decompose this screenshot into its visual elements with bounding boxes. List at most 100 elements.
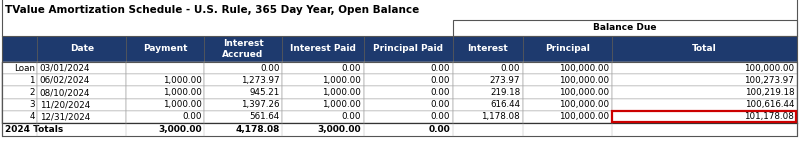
Bar [38, 36, 126, 62]
Bar [611, 36, 797, 62]
Text: 616.44: 616.44 [490, 100, 520, 109]
Text: 100,616.44: 100,616.44 [745, 100, 794, 109]
Text: Interest: Interest [467, 44, 508, 53]
Text: 945.21: 945.21 [249, 88, 280, 97]
Text: Interest Paid: Interest Paid [290, 44, 356, 53]
Bar [523, 36, 611, 62]
Bar [364, 86, 453, 99]
Text: 100,000.00: 100,000.00 [744, 64, 794, 73]
Bar [2, 111, 797, 123]
Text: 03/01/2024: 03/01/2024 [40, 64, 90, 73]
Bar [2, 36, 38, 62]
Text: 0.00: 0.00 [431, 64, 451, 73]
Bar [282, 111, 364, 123]
Bar [2, 62, 797, 74]
Text: 1,000.00: 1,000.00 [323, 76, 361, 85]
Bar [364, 99, 453, 111]
Bar [2, 123, 797, 136]
Text: 100,219.18: 100,219.18 [745, 88, 794, 97]
Bar [204, 62, 282, 74]
Text: Loan: Loan [14, 64, 35, 73]
Text: 1,397.26: 1,397.26 [241, 100, 280, 109]
Text: 3: 3 [30, 100, 35, 109]
Bar [2, 62, 797, 136]
Bar [38, 111, 126, 123]
Text: 0.00: 0.00 [431, 88, 451, 97]
Text: 1,273.97: 1,273.97 [241, 76, 280, 85]
Bar [2, 99, 797, 111]
Bar [611, 62, 797, 74]
Bar [2, 0, 797, 20]
Text: 2: 2 [30, 88, 35, 97]
Text: Interest
Accrued: Interest Accrued [222, 39, 264, 59]
Bar [282, 99, 364, 111]
Bar [38, 74, 126, 86]
Bar [453, 62, 523, 74]
Text: 0.00: 0.00 [428, 125, 451, 134]
Bar [2, 74, 38, 86]
Bar [523, 99, 611, 111]
Bar [364, 111, 453, 123]
Text: 273.97: 273.97 [490, 76, 520, 85]
Bar [126, 111, 204, 123]
Bar [612, 111, 796, 122]
Text: 1,000.00: 1,000.00 [323, 100, 361, 109]
Bar [126, 36, 204, 62]
Text: 1,000.00: 1,000.00 [163, 88, 201, 97]
Bar [204, 99, 282, 111]
Bar [126, 86, 204, 99]
Bar [126, 99, 204, 111]
Bar [38, 62, 126, 74]
Text: 4,178.08: 4,178.08 [235, 125, 280, 134]
Text: 100,000.00: 100,000.00 [559, 64, 609, 73]
Text: 1,000.00: 1,000.00 [163, 76, 201, 85]
Text: 0.00: 0.00 [431, 112, 451, 121]
Bar [453, 111, 523, 123]
Text: Total: Total [692, 44, 717, 53]
Text: Balance Due: Balance Due [593, 23, 657, 32]
Bar [523, 62, 611, 74]
Bar [2, 86, 797, 99]
Bar [204, 86, 282, 99]
Text: 0.00: 0.00 [431, 100, 451, 109]
Bar [2, 111, 38, 123]
Text: 100,000.00: 100,000.00 [559, 112, 609, 121]
Bar [282, 36, 364, 62]
Text: 0.00: 0.00 [501, 64, 520, 73]
Bar [523, 74, 611, 86]
Bar [126, 62, 204, 74]
Bar [523, 86, 611, 99]
Text: Principal: Principal [545, 44, 590, 53]
Text: 0.00: 0.00 [182, 112, 201, 121]
Bar [611, 111, 797, 123]
Text: 0.00: 0.00 [431, 76, 451, 85]
Text: 0.00: 0.00 [342, 64, 361, 73]
Text: 3,000.00: 3,000.00 [318, 125, 361, 134]
Bar [611, 74, 797, 86]
Text: 0.00: 0.00 [260, 64, 280, 73]
Text: 100,000.00: 100,000.00 [559, 76, 609, 85]
Bar [282, 62, 364, 74]
Bar [364, 36, 453, 62]
Bar [204, 36, 282, 62]
Bar [611, 86, 797, 99]
Bar [204, 74, 282, 86]
Bar [204, 111, 282, 123]
Bar [2, 74, 797, 86]
Bar [2, 99, 38, 111]
Text: Principal Paid: Principal Paid [373, 44, 443, 53]
Bar [2, 86, 38, 99]
Bar [453, 20, 797, 36]
Text: 219.18: 219.18 [490, 88, 520, 97]
Bar [364, 62, 453, 74]
Bar [453, 74, 523, 86]
Text: 0.00: 0.00 [342, 112, 361, 121]
Text: 1: 1 [30, 76, 35, 85]
Text: 3,000.00: 3,000.00 [158, 125, 201, 134]
Text: 4: 4 [30, 112, 35, 121]
Bar [2, 20, 453, 36]
Bar [38, 99, 126, 111]
Text: 12/31/2024: 12/31/2024 [40, 112, 90, 121]
Bar [453, 36, 523, 62]
Text: 1,178.08: 1,178.08 [482, 112, 520, 121]
